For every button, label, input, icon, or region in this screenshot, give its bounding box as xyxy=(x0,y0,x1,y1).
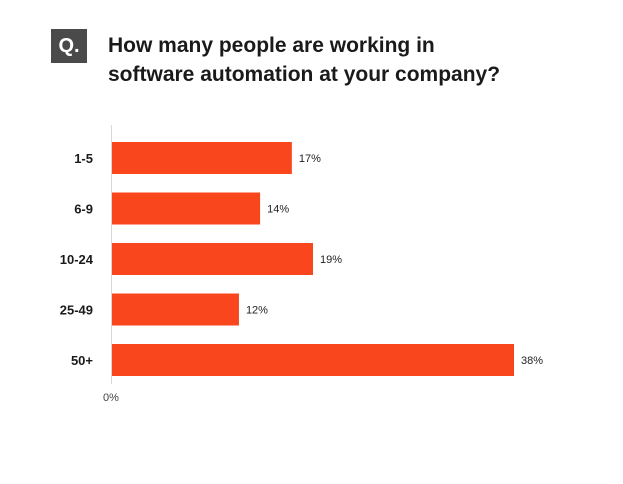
chart-title-line-2: software automation at your company? xyxy=(108,63,501,86)
category-label-6-9: 6-9 xyxy=(74,202,93,217)
category-label-50+: 50+ xyxy=(71,353,93,368)
value-label-6-9: 14% xyxy=(267,204,289,216)
bar-6-9 xyxy=(112,192,261,225)
chart-title-line-1: How many people are working in xyxy=(108,34,435,57)
category-label-25-49: 25-49 xyxy=(60,303,93,318)
value-label-50+: 38% xyxy=(521,355,543,367)
bar-1-5 xyxy=(112,142,292,174)
category-label-10-24: 10-24 xyxy=(60,252,94,267)
bar-25-49 xyxy=(112,293,239,326)
bar-10-24 xyxy=(112,243,313,275)
category-label-1-5: 1-5 xyxy=(74,151,93,166)
value-label-25-49: 12% xyxy=(246,305,268,317)
value-label-1-5: 17% xyxy=(299,153,321,165)
x-tick-label-0: 0% xyxy=(103,392,119,404)
question-badge: Q. xyxy=(51,29,87,63)
bar-50+ xyxy=(112,344,514,376)
chart-title: How many people are working in software … xyxy=(108,31,588,89)
value-label-10-24: 19% xyxy=(320,254,342,266)
